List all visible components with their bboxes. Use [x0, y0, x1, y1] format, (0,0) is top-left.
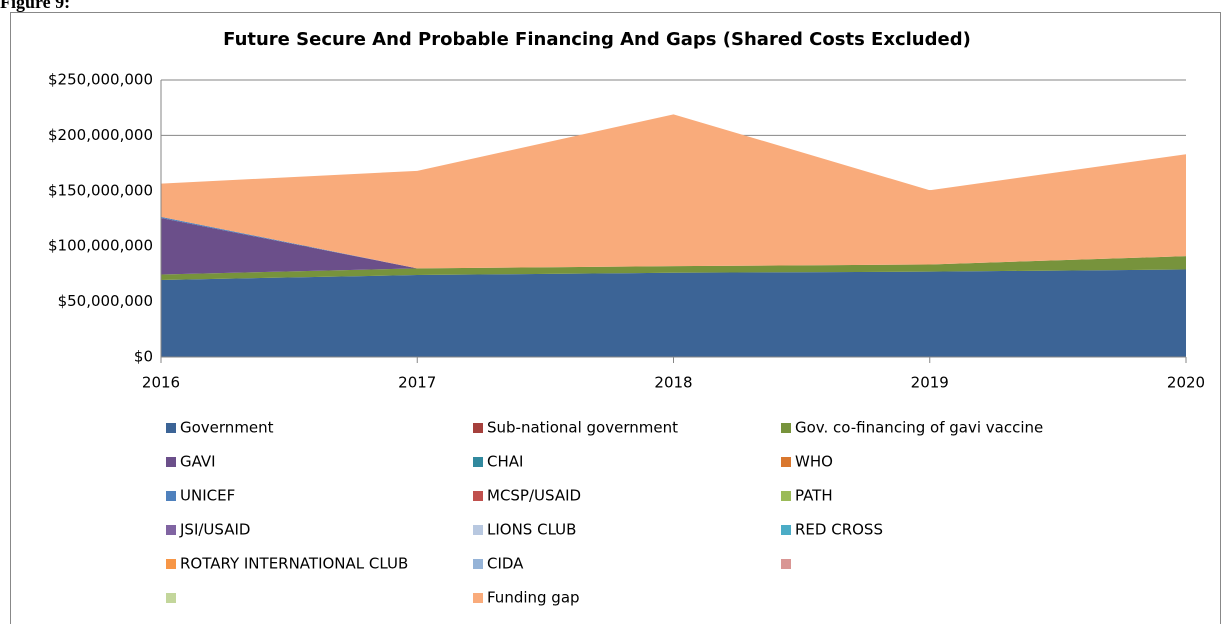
y-tick-label: $100,000,000 — [48, 237, 153, 255]
chart-title: Future Secure And Probable Financing And… — [223, 29, 971, 50]
x-tick-label: 2019 — [911, 374, 949, 392]
legend-label: CIDA — [487, 555, 524, 573]
area — [161, 114, 1186, 269]
x-tick-label: 2016 — [142, 374, 180, 392]
legend-label: MCSP/USAID — [487, 487, 581, 505]
legend-swatch — [781, 457, 791, 467]
legend-swatch — [473, 423, 483, 433]
area — [161, 256, 1186, 280]
legend-swatch — [166, 423, 176, 433]
legend-label: Funding gap — [487, 589, 580, 607]
legend-swatch — [473, 525, 483, 535]
legend-label: JSI/USAID — [179, 521, 250, 539]
figure-label: Figure 9: — [0, 0, 70, 12]
area — [161, 217, 1186, 275]
legend-label: Gov. co-financing of gavi vaccine — [795, 419, 1043, 437]
chart-border — [10, 12, 1221, 628]
legend-swatch — [781, 525, 791, 535]
legend-label: UNICEF — [180, 487, 235, 505]
x-tick-label: 2017 — [398, 374, 436, 392]
legend-swatch — [473, 559, 483, 569]
legend-label: PATH — [795, 487, 833, 505]
y-tick-label: $200,000,000 — [48, 126, 153, 144]
legend-swatch — [473, 593, 483, 603]
legend-label: RED CROSS — [795, 521, 883, 539]
legend-label: WHO — [795, 453, 833, 471]
area — [161, 269, 1186, 357]
legend-label: GAVI — [180, 453, 216, 471]
legend-swatch — [166, 559, 176, 569]
y-tick-label: $50,000,000 — [58, 292, 153, 310]
legend-swatch — [781, 491, 791, 501]
legend-swatch — [473, 457, 483, 467]
x-tick-label: 2020 — [1167, 374, 1205, 392]
legend-label: Government — [180, 419, 274, 437]
legend-swatch — [166, 525, 176, 535]
legend-swatch — [781, 423, 791, 433]
legend-label: Sub-national government — [487, 419, 678, 437]
legend-swatch — [166, 491, 176, 501]
legend-swatch — [781, 559, 791, 569]
legend-label: LIONS CLUB — [487, 521, 576, 539]
legend-label: ROTARY INTERNATIONAL CLUB — [180, 555, 408, 573]
legend-swatch — [473, 491, 483, 501]
y-tick-label: $150,000,000 — [48, 181, 153, 199]
legend-swatch — [166, 457, 176, 467]
legend-swatch — [166, 593, 176, 603]
legend-label: CHAI — [487, 453, 523, 471]
y-tick-label: $0 — [134, 348, 153, 366]
y-tick-label: $250,000,000 — [48, 71, 153, 89]
x-tick-label: 2018 — [654, 374, 692, 392]
